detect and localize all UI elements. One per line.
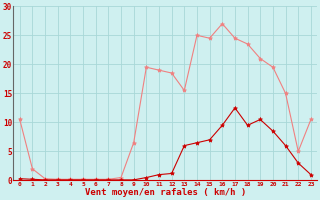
- X-axis label: Vent moyen/en rafales ( km/h ): Vent moyen/en rafales ( km/h ): [85, 188, 246, 197]
